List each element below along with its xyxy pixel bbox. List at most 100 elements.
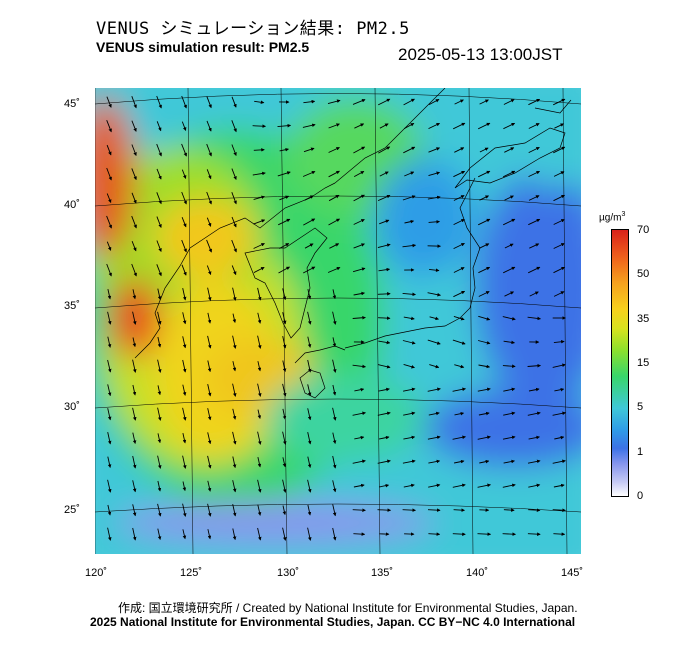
wind-vector-arrow	[552, 459, 566, 464]
wind-vector-arrow	[107, 384, 112, 397]
longitude-label-135: 135˚	[371, 567, 394, 579]
wind-vector-arrow	[328, 147, 340, 153]
wind-vector-arrow	[404, 219, 415, 224]
wind-vector-arrow	[528, 123, 540, 129]
wind-vectors	[106, 95, 566, 541]
wind-vector-arrow	[353, 219, 365, 225]
wind-vector-arrow	[132, 289, 137, 300]
wind-vector-arrow	[503, 170, 516, 178]
wind-vector-arrow	[377, 508, 392, 512]
wind-vector-arrow	[332, 384, 337, 396]
colorbar-unit-label: µg/m3	[599, 211, 626, 224]
wind-vector-arrow	[403, 98, 415, 106]
wind-vector-arrow	[504, 291, 515, 297]
wind-vector-arrow	[402, 292, 416, 297]
wind-vector-arrow	[182, 312, 187, 325]
wind-vector-arrow	[332, 289, 337, 300]
wind-vector-arrow	[332, 407, 337, 421]
wind-vector-arrow	[527, 363, 541, 368]
wind-vector-arrow	[232, 383, 237, 397]
wind-vector-arrow	[282, 383, 287, 397]
wind-vector-arrow	[377, 243, 391, 249]
wind-vector-arrow	[231, 239, 237, 253]
wind-vector-arrow	[106, 144, 112, 156]
wind-vector-arrow	[157, 407, 162, 421]
wind-vector-arrow	[207, 312, 212, 324]
wind-vector-arrow	[131, 96, 137, 109]
wind-vector-arrow	[182, 529, 187, 540]
wind-vector-arrow	[157, 528, 162, 540]
wind-vector-arrow	[307, 408, 312, 421]
wind-vector-arrow	[503, 266, 516, 274]
wind-vector-arrow	[156, 264, 162, 277]
credit-line-1: 作成: 国立環境研究所 / Created by National Instit…	[118, 601, 578, 615]
wind-vector-arrow	[377, 194, 391, 202]
wind-vector-arrow	[327, 267, 341, 273]
latitude-label-35: 35˚	[64, 300, 80, 312]
wind-vector-arrow	[232, 313, 237, 323]
wind-vector-arrow	[206, 239, 212, 253]
wind-vector-arrow	[328, 123, 340, 129]
wind-vector-arrow	[107, 527, 112, 541]
wind-vector-arrow	[182, 455, 187, 469]
wind-vector-arrow	[402, 195, 416, 201]
wind-vector-arrow	[453, 290, 466, 298]
wind-vector-arrow	[181, 239, 187, 253]
wind-vector-arrow	[279, 147, 289, 152]
wind-vector-arrow	[131, 241, 137, 252]
wind-vector-arrow	[132, 384, 137, 396]
wind-vector-arrow	[453, 508, 465, 512]
wind-vector-arrow	[181, 217, 187, 228]
wind-vector-arrow	[554, 123, 565, 129]
wind-vector-arrow	[452, 532, 466, 536]
wind-vector-arrow	[427, 292, 441, 297]
wind-vector-arrow	[377, 364, 391, 369]
wind-vector-arrow	[206, 169, 212, 180]
wind-vector-arrow	[429, 316, 439, 321]
wind-vector-arrow	[131, 215, 137, 229]
wind-vector-arrow	[427, 195, 441, 200]
wind-vector-arrow	[529, 243, 540, 249]
wind-vector-arrow	[403, 435, 416, 440]
wind-vector-arrow	[207, 455, 212, 469]
wind-vector-arrow	[231, 168, 237, 180]
wind-vector-arrow	[206, 96, 212, 109]
wind-vector-arrow	[303, 218, 316, 226]
wind-vector-arrow	[454, 459, 465, 464]
wind-vector-arrow	[428, 99, 440, 105]
wind-vector-arrow	[107, 359, 112, 373]
wind-vector-arrow	[553, 483, 565, 488]
wind-vector-arrow	[106, 96, 112, 108]
wind-vector-arrow	[403, 483, 415, 488]
colorbar-tick-0: 0	[637, 490, 644, 502]
wind-vector-arrow	[477, 340, 491, 345]
wind-vector-arrow	[478, 218, 491, 226]
wind-vector-arrow	[553, 98, 566, 106]
wind-vector-arrow	[207, 529, 212, 540]
wind-vector-arrow	[207, 360, 212, 373]
wind-vector-arrow	[503, 122, 516, 130]
wind-vector-arrow	[181, 169, 187, 179]
wind-vector-arrow	[478, 291, 490, 297]
wind-vector-arrow	[479, 147, 489, 153]
wind-vector-arrow	[552, 411, 566, 416]
wind-vector-arrow	[332, 359, 337, 373]
wind-vector-arrow	[379, 435, 390, 440]
wind-vector-arrow	[132, 359, 137, 373]
wind-vector-arrow	[304, 243, 314, 249]
pm25-colorbar	[611, 229, 629, 497]
wind-vector-arrow	[157, 359, 162, 373]
wind-vector-arrow	[157, 311, 162, 325]
wind-vector-arrow	[427, 339, 441, 345]
wind-vector-arrow	[157, 433, 162, 444]
wind-vector-arrow	[106, 215, 112, 229]
wind-vector-arrow	[106, 167, 112, 181]
wind-vector-arrow	[254, 100, 265, 105]
wind-vector-arrow	[452, 483, 466, 488]
wind-vector-arrow	[106, 193, 112, 204]
wind-vector-arrow	[553, 243, 565, 249]
wind-vector-arrow	[527, 532, 541, 536]
wind-vector-arrow	[182, 433, 187, 444]
wind-vector-arrow	[332, 337, 337, 348]
wind-vector-arrow	[378, 340, 391, 345]
